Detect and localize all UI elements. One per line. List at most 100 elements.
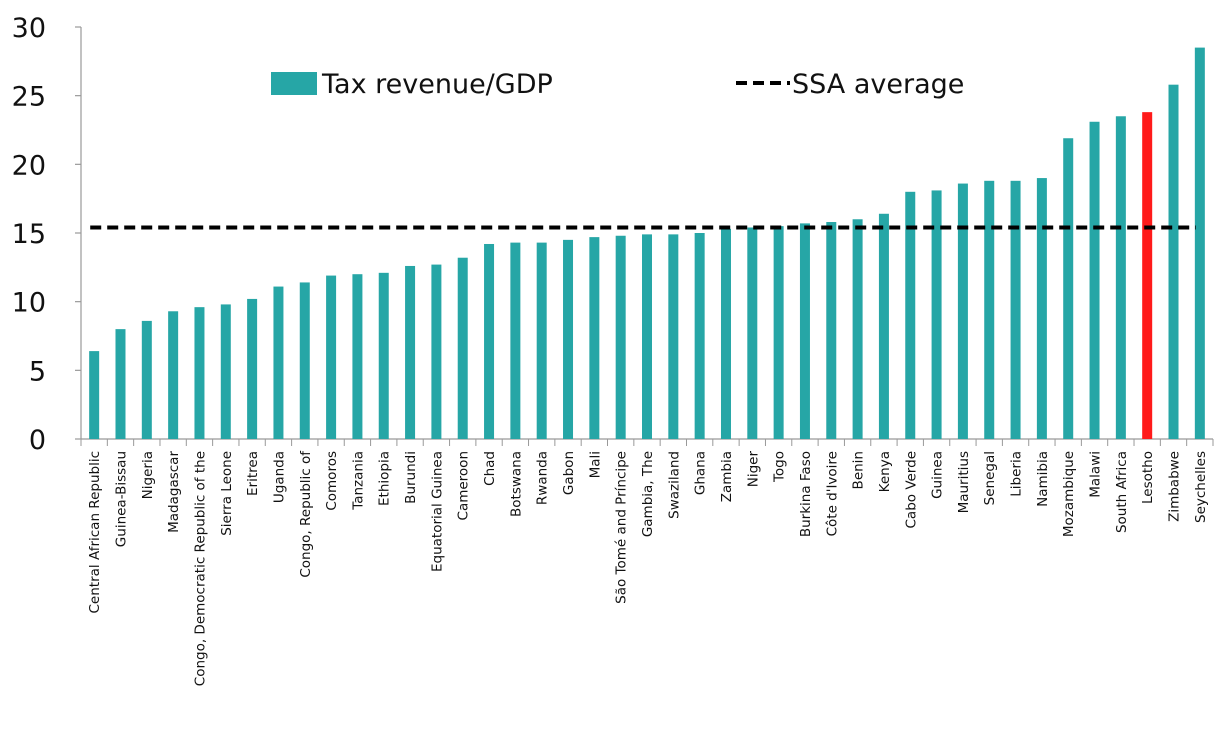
category-label: Botswana bbox=[508, 451, 524, 517]
bar-nigeria bbox=[141, 320, 152, 439]
bar-sierra-leone bbox=[220, 304, 231, 439]
category-label: Ethiopia bbox=[377, 451, 393, 506]
category-label: Lesotho bbox=[1140, 451, 1156, 504]
category-label: Central African Republic bbox=[87, 451, 103, 614]
category-label: Cabo Verde bbox=[903, 451, 919, 529]
legend-swatch-tax-revenue bbox=[271, 72, 317, 95]
y-tick-labels: 0 5 10 15 20 25 30 bbox=[12, 13, 46, 456]
y-tick-label: 5 bbox=[29, 356, 46, 387]
bar-gambia-the bbox=[642, 234, 652, 439]
category-label: Rwanda bbox=[535, 451, 551, 505]
category-label: Gambia, The bbox=[640, 451, 656, 537]
category-label: Comoros bbox=[324, 451, 340, 511]
bar-s-o-tom-and-pr-ncipe bbox=[615, 235, 626, 439]
y-tick-label: 10 bbox=[12, 288, 46, 319]
category-label: Madagascar bbox=[166, 451, 182, 533]
bar-eritrea bbox=[247, 298, 258, 439]
bar-benin bbox=[852, 219, 863, 439]
category-label: Senegal bbox=[982, 451, 998, 505]
bar-cabo-verde bbox=[905, 191, 916, 439]
bar-namibia bbox=[1036, 178, 1047, 440]
category-label: Congo, Republic of bbox=[298, 450, 314, 578]
category-label: Kenya bbox=[877, 451, 893, 492]
category-label: Mauritius bbox=[956, 451, 972, 513]
category-label: Cameroon bbox=[456, 451, 472, 520]
bar-madagascar bbox=[168, 311, 179, 439]
bar-malawi bbox=[1089, 121, 1100, 439]
bar-central-african-republic bbox=[89, 351, 100, 439]
category-label: South Africa bbox=[1114, 451, 1130, 533]
bar-togo bbox=[773, 226, 784, 439]
bar-burkina-faso bbox=[799, 223, 810, 439]
y-tick-label: 30 bbox=[12, 13, 46, 44]
axes bbox=[75, 26, 1214, 446]
category-label: Seychelles bbox=[1193, 451, 1209, 523]
category-label: Côte d'Ivoire bbox=[824, 451, 840, 536]
category-label: Mali bbox=[587, 451, 603, 478]
bar-equatorial-guinea bbox=[431, 264, 442, 439]
bar-ethiopia bbox=[378, 272, 389, 439]
bar-guinea-bissau bbox=[115, 329, 126, 439]
category-label: Burkina Faso bbox=[798, 451, 814, 537]
legend-label-tax-revenue: Tax revenue/GDP bbox=[321, 69, 553, 100]
category-label: Liberia bbox=[1009, 451, 1025, 497]
y-tick-label: 25 bbox=[12, 82, 46, 113]
bar-chad bbox=[484, 243, 495, 439]
category-label: Congo, Democratic Republic of the bbox=[192, 451, 208, 686]
bar-mauritius bbox=[957, 183, 968, 439]
bar-niger bbox=[747, 227, 758, 439]
bar-uganda bbox=[273, 286, 284, 439]
bar-congo-democratic-republic-of-the bbox=[194, 307, 205, 439]
category-label: Swaziland bbox=[666, 451, 682, 519]
bar-mozambique bbox=[1063, 138, 1074, 440]
bar-rwanda bbox=[536, 242, 547, 439]
y-tick-label: 20 bbox=[12, 150, 46, 181]
category-label: Equatorial Guinea bbox=[429, 451, 445, 572]
category-label: Ghana bbox=[693, 451, 709, 495]
bar-south-africa bbox=[1115, 116, 1126, 440]
category-labels: Central African Republic Guinea-Bissau Nig… bbox=[87, 450, 1209, 686]
bar-tanzania bbox=[352, 274, 363, 439]
bar-botswana bbox=[510, 242, 521, 439]
category-label: Mozambique bbox=[1061, 451, 1077, 537]
y-tick-label: 0 bbox=[29, 425, 46, 456]
category-label: Sierra Leone bbox=[219, 451, 235, 536]
category-label: Malawi bbox=[1088, 451, 1104, 498]
bar-guinea bbox=[931, 190, 942, 439]
bars bbox=[89, 47, 1205, 440]
bar-c-te-d-ivoire bbox=[826, 222, 837, 439]
category-label: Nigeria bbox=[140, 451, 156, 499]
bar-congo-republic-of bbox=[299, 282, 310, 439]
category-label: Burundi bbox=[403, 451, 419, 504]
category-label: Benin bbox=[851, 451, 867, 489]
bar-lesotho bbox=[1142, 112, 1153, 439]
category-label: Namibia bbox=[1035, 451, 1051, 507]
category-label: Eritrea bbox=[245, 451, 261, 496]
bar-kenya bbox=[878, 213, 889, 439]
category-label: Guinea-Bissau bbox=[113, 451, 129, 547]
category-label: Zimbabwe bbox=[1167, 451, 1183, 522]
bar-zimbabwe bbox=[1168, 84, 1179, 440]
bar-comoros bbox=[326, 275, 337, 439]
category-label: Guinea bbox=[930, 451, 946, 499]
category-label: Tanzania bbox=[350, 451, 366, 511]
bar-cameroon bbox=[457, 257, 468, 439]
legend: Tax revenue/GDP SSA average bbox=[271, 69, 964, 100]
y-tick-label: 15 bbox=[12, 219, 46, 250]
category-label: São Tomé and Príncipe bbox=[614, 451, 630, 604]
category-label: Togo bbox=[772, 451, 788, 483]
category-label: Gabon bbox=[561, 451, 577, 495]
bar-burundi bbox=[405, 265, 416, 439]
bar-zambia bbox=[720, 228, 731, 439]
legend-label-ssa-average: SSA average bbox=[792, 69, 964, 100]
bar-senegal bbox=[984, 180, 995, 439]
bar-gabon bbox=[563, 239, 574, 439]
bar-seychelles bbox=[1194, 47, 1205, 439]
category-label: Uganda bbox=[271, 451, 287, 503]
category-label: Chad bbox=[482, 451, 498, 486]
bar-swaziland bbox=[668, 234, 679, 439]
category-label: Zambia bbox=[719, 451, 735, 502]
bar-mali bbox=[589, 237, 600, 439]
